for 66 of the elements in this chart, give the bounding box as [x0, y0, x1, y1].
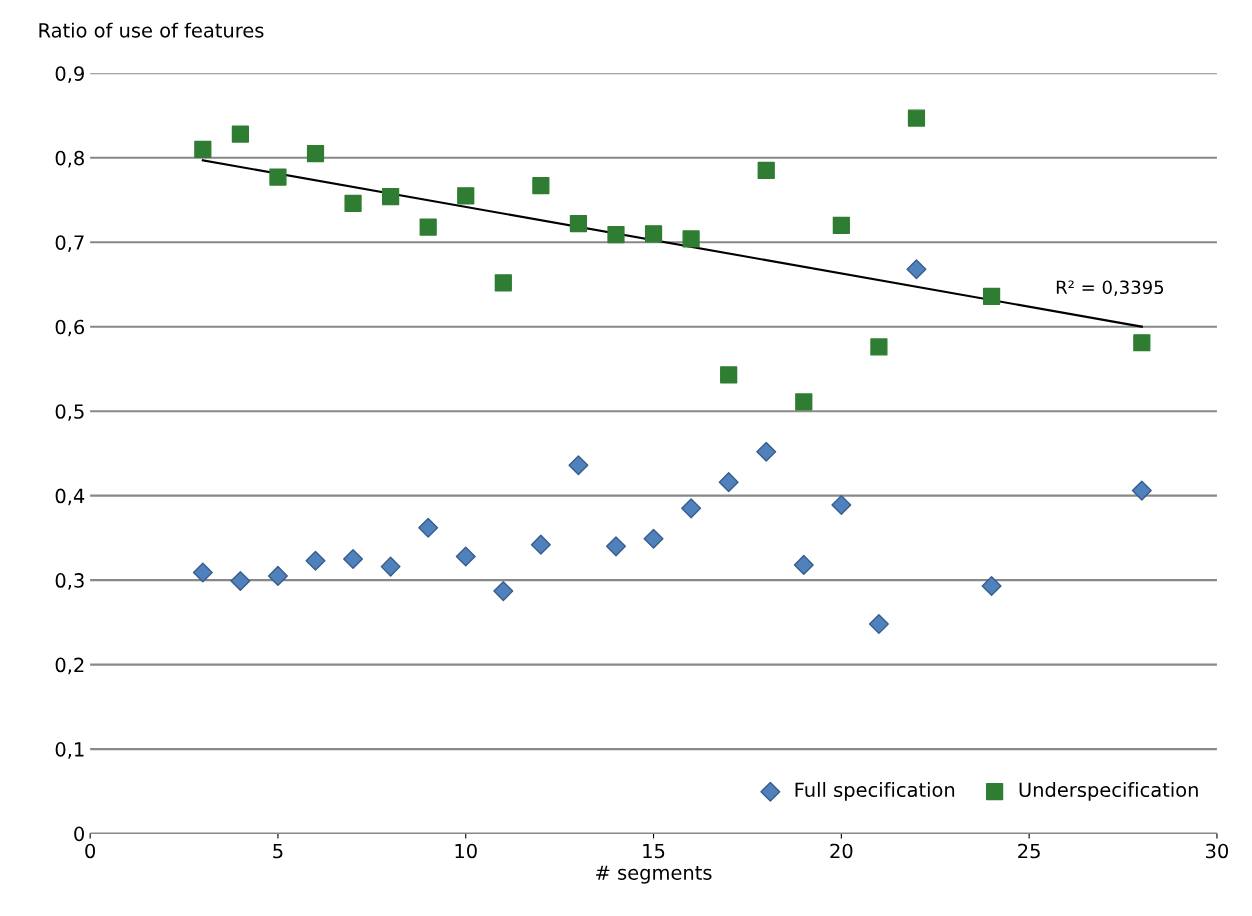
x-tick-label: 0	[85, 843, 96, 859]
point	[720, 366, 738, 384]
y-tick-label: 0,7	[55, 235, 84, 252]
point	[418, 517, 439, 538]
legend-label: Full specification	[795, 782, 955, 801]
y-tick-label: 0,2	[55, 657, 84, 675]
point	[382, 188, 400, 206]
y-axis-title: Ratio of use of features	[39, 22, 264, 38]
point	[344, 194, 362, 212]
point	[906, 259, 927, 280]
point	[192, 562, 213, 583]
point	[343, 549, 364, 570]
point	[607, 226, 625, 244]
point	[681, 498, 702, 519]
point	[380, 556, 401, 577]
point	[568, 455, 589, 476]
point	[1133, 334, 1151, 352]
y-tick-label: 0,5	[55, 404, 84, 421]
point	[605, 536, 626, 557]
point	[419, 218, 437, 236]
x-tick-label: 30	[1206, 843, 1229, 859]
legend-label: Underspecification	[1019, 782, 1198, 801]
x-tick-label: 5	[273, 843, 283, 859]
point	[530, 534, 551, 555]
point	[870, 338, 888, 356]
point	[569, 215, 588, 233]
y-tick-label: 0,6	[55, 319, 85, 337]
point	[267, 565, 288, 586]
point	[305, 550, 326, 571]
point	[494, 274, 512, 292]
x-tick-label: 25	[1018, 843, 1040, 859]
point	[981, 576, 1002, 597]
point	[757, 161, 775, 180]
y-tick-label: 0,3	[55, 573, 84, 590]
point	[493, 581, 514, 602]
x-tick-label: 10	[455, 843, 477, 859]
y-tick-label: 0,1	[55, 742, 84, 759]
point	[795, 393, 813, 411]
point	[907, 109, 926, 127]
x-tick-label: 20	[830, 843, 853, 859]
point	[306, 144, 325, 163]
point	[832, 216, 850, 234]
point	[718, 472, 739, 493]
y-tick-label: 0,9	[55, 66, 84, 83]
point	[457, 187, 475, 205]
point	[831, 494, 852, 515]
annotation: R² = 0,3395	[1056, 280, 1164, 296]
y-tick-label: 0,4	[55, 488, 85, 506]
point	[643, 528, 664, 549]
point	[194, 140, 212, 158]
point	[756, 441, 777, 462]
point	[1131, 480, 1152, 501]
y-tick-label: 0,8	[55, 150, 84, 168]
point	[269, 168, 287, 186]
point	[644, 225, 663, 243]
point	[793, 554, 814, 575]
point	[532, 177, 550, 195]
point	[982, 287, 1001, 305]
point	[868, 614, 889, 635]
y-tick-label: 0	[74, 826, 84, 842]
point	[455, 546, 476, 567]
point	[231, 125, 249, 143]
point	[682, 230, 700, 248]
point	[230, 570, 251, 591]
x-tick-label: 15	[643, 843, 665, 859]
x-axis-title: # segments	[596, 865, 712, 884]
